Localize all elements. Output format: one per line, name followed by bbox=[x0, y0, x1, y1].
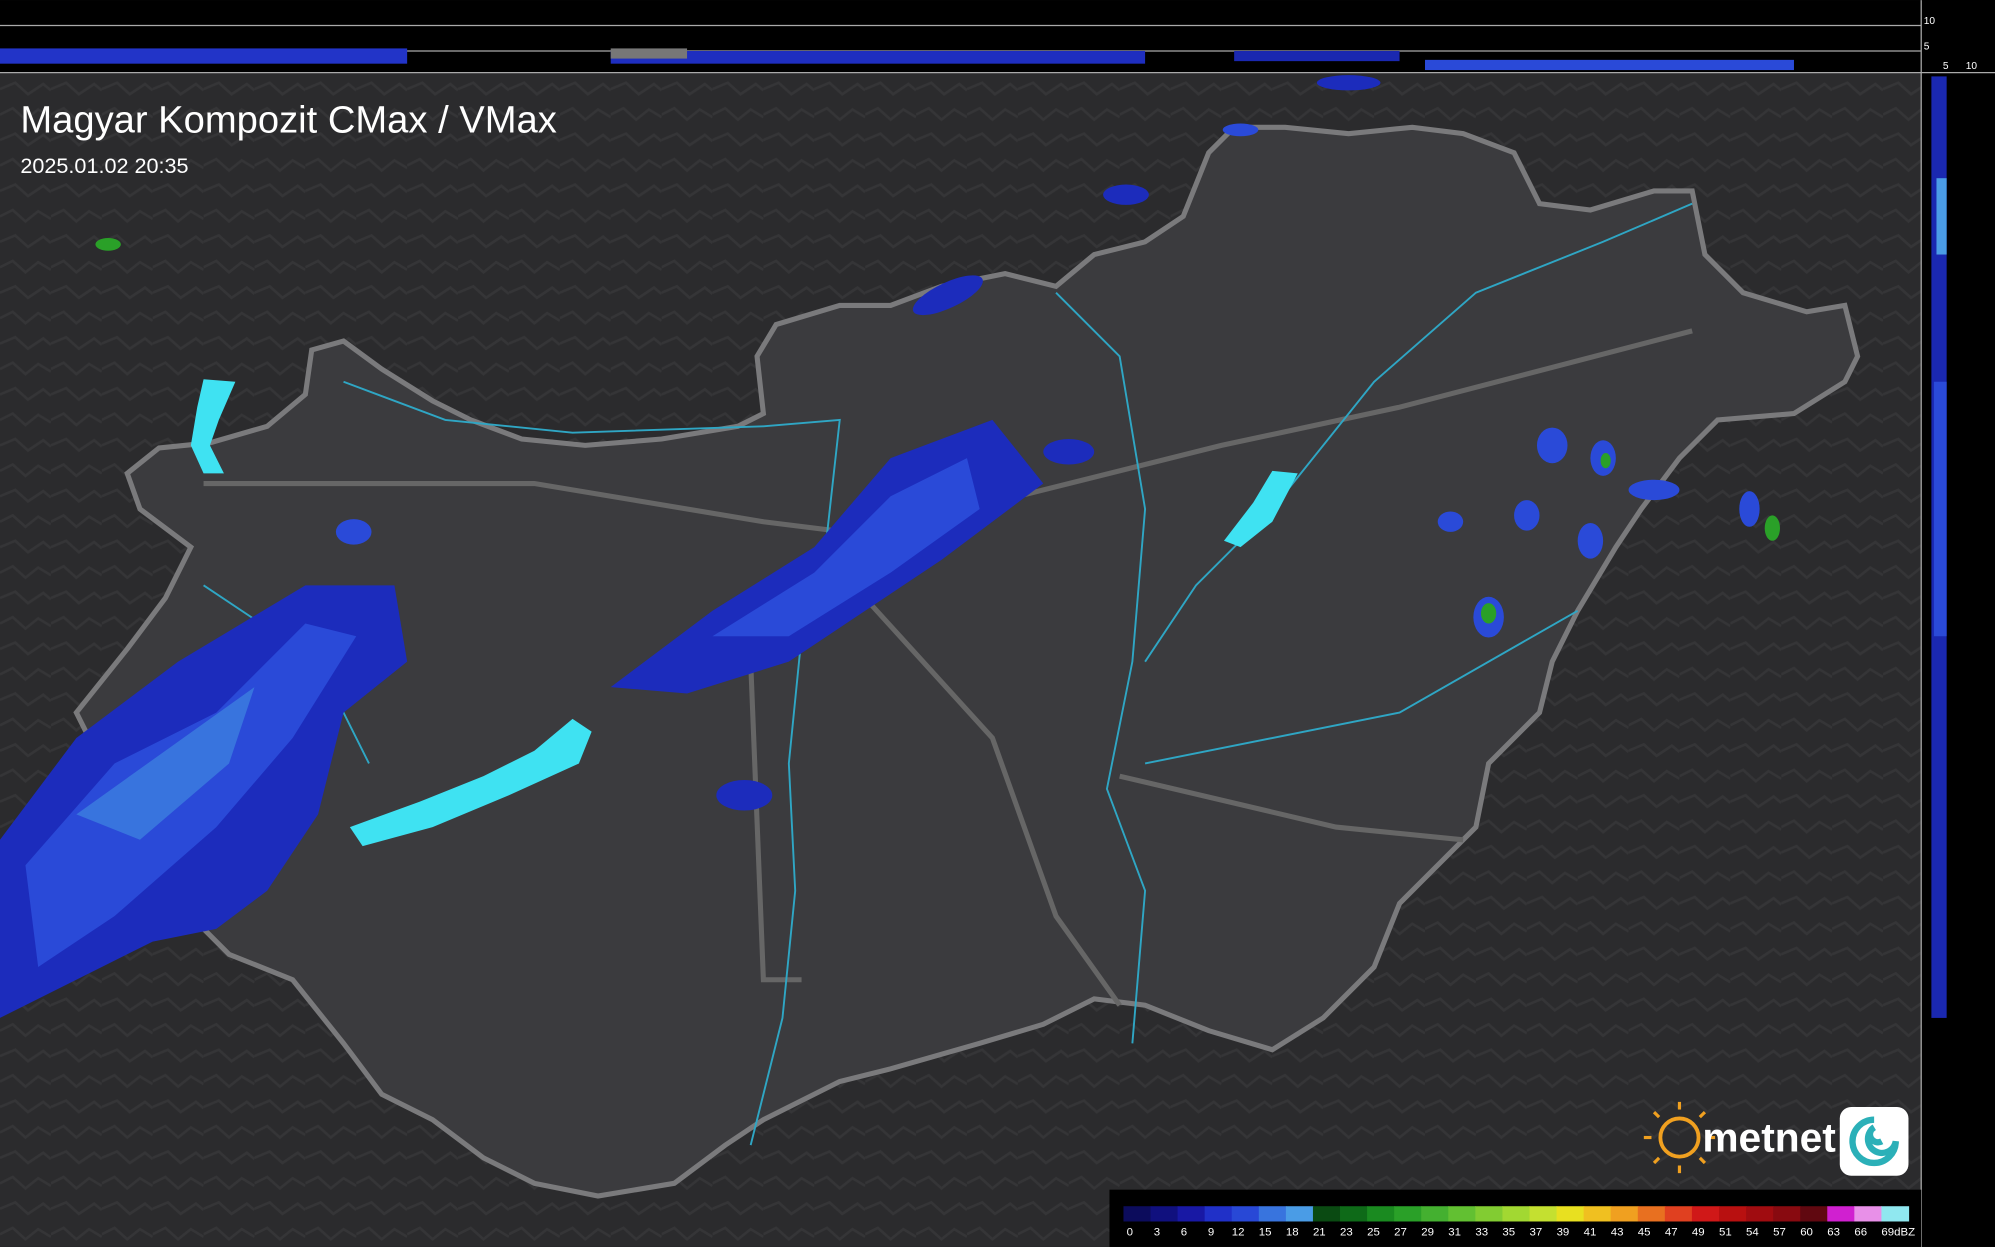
legend-swatch bbox=[1448, 1206, 1477, 1222]
legend-label: 25 bbox=[1367, 1226, 1380, 1238]
lakes bbox=[190, 379, 1298, 847]
legend-swatch bbox=[1637, 1206, 1666, 1222]
legend-unit: dBZ bbox=[1894, 1226, 1915, 1238]
legend-swatch bbox=[1800, 1206, 1828, 1222]
top-profile-echoes bbox=[0, 48, 1794, 71]
legend-swatch bbox=[1367, 1206, 1395, 1222]
legend-label: 45 bbox=[1638, 1226, 1651, 1238]
legend-label: 23 bbox=[1340, 1226, 1353, 1238]
legend-swatch bbox=[1773, 1206, 1801, 1222]
legend-swatch bbox=[1746, 1206, 1774, 1222]
legend-swatch bbox=[1150, 1206, 1179, 1222]
legend-label: 57 bbox=[1773, 1226, 1786, 1238]
profile-label: 5 bbox=[1924, 42, 1930, 53]
legend-label: 21 bbox=[1313, 1226, 1326, 1238]
profile-label: 5 bbox=[1943, 61, 1949, 72]
legend-swatch bbox=[1610, 1206, 1639, 1222]
legend-label: 31 bbox=[1448, 1226, 1461, 1238]
legend-label: 39 bbox=[1557, 1226, 1570, 1238]
legend-swatch bbox=[1529, 1206, 1558, 1222]
legend-swatch bbox=[1691, 1206, 1720, 1222]
legend-swatch bbox=[1718, 1206, 1747, 1222]
timestamp: 2025.01.02 20:35 bbox=[20, 153, 188, 178]
legend-swatch bbox=[1664, 1206, 1693, 1222]
legend-label: 33 bbox=[1475, 1226, 1488, 1238]
legend-label: 54 bbox=[1746, 1226, 1759, 1238]
legend-swatch bbox=[1258, 1206, 1287, 1222]
legend-swatch bbox=[1583, 1206, 1612, 1222]
legend-label: 9 bbox=[1208, 1226, 1214, 1238]
legend-label: 6 bbox=[1181, 1226, 1187, 1238]
legend-swatch bbox=[1285, 1206, 1314, 1222]
profile-label: 10 bbox=[1924, 16, 1936, 27]
legend-swatch bbox=[1204, 1206, 1233, 1222]
legend-label: 18 bbox=[1286, 1226, 1299, 1238]
legend-label: 66 bbox=[1854, 1226, 1867, 1238]
side-profile-echoes bbox=[1931, 76, 1947, 1018]
country-outline bbox=[73, 124, 1861, 1199]
legend-label: 3 bbox=[1154, 1226, 1160, 1238]
color-legend: 0 3 6 9 12 15 18 21 23 25 27 29 31 33 35 37 39 41 43 45 47 49… bbox=[1123, 1206, 1915, 1238]
legend-swatch bbox=[1394, 1206, 1422, 1222]
legend-swatch bbox=[1421, 1206, 1449, 1222]
legend-label: 69 bbox=[1881, 1226, 1894, 1238]
legend-swatch bbox=[1340, 1206, 1368, 1222]
legend-label: 49 bbox=[1692, 1226, 1705, 1238]
legend-label: 35 bbox=[1502, 1226, 1515, 1238]
legend-label: 27 bbox=[1394, 1226, 1407, 1238]
legend-swatch bbox=[1556, 1206, 1585, 1222]
legend-swatch bbox=[1827, 1206, 1855, 1222]
legend-label: 60 bbox=[1800, 1226, 1813, 1238]
legend-label: 12 bbox=[1232, 1226, 1245, 1238]
logo-text: metnet bbox=[1702, 1115, 1836, 1161]
legend-label: 37 bbox=[1530, 1226, 1543, 1238]
map-title: Magyar Kompozit CMax / VMax bbox=[20, 98, 556, 141]
legend-swatch bbox=[1231, 1206, 1260, 1222]
radar-echoes bbox=[0, 75, 1780, 1018]
legend-label: 0 bbox=[1127, 1226, 1133, 1238]
legend-swatch bbox=[1177, 1206, 1206, 1222]
logo: metnet bbox=[1643, 1101, 1909, 1176]
legend-label: 15 bbox=[1259, 1226, 1272, 1238]
profile-label: 10 bbox=[1966, 61, 1978, 72]
legend-label: 43 bbox=[1611, 1226, 1624, 1238]
legend-label: 47 bbox=[1665, 1226, 1678, 1238]
legend-swatch bbox=[1854, 1206, 1883, 1222]
legend-swatch bbox=[1312, 1206, 1341, 1222]
legend-swatch bbox=[1881, 1206, 1910, 1222]
legend-label: 41 bbox=[1584, 1226, 1597, 1238]
legend-swatch bbox=[1475, 1206, 1504, 1222]
legend-swatch bbox=[1123, 1206, 1152, 1222]
legend-label: 63 bbox=[1827, 1226, 1840, 1238]
legend-label: 51 bbox=[1719, 1226, 1732, 1238]
legend-label: 29 bbox=[1421, 1226, 1434, 1238]
legend-swatch bbox=[1502, 1206, 1531, 1222]
